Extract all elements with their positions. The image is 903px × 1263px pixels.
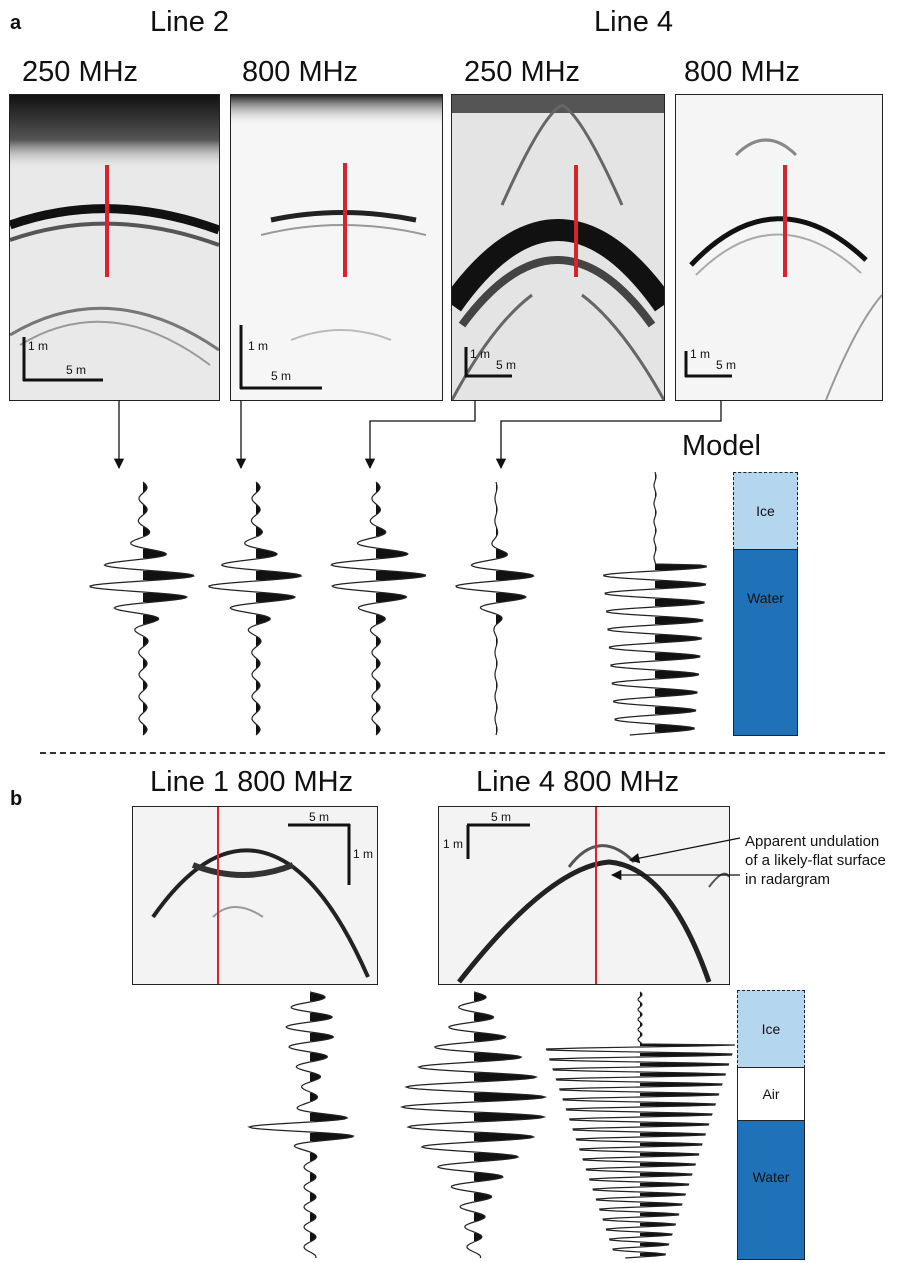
radargram-line4-800mhz: 1 m 5 m xyxy=(675,94,883,401)
freq-label-1: 250 MHz xyxy=(22,56,139,88)
radargram-image xyxy=(231,95,442,400)
annotation-arrow-1 xyxy=(628,837,741,864)
scale-vertical-label: 1 m xyxy=(470,347,491,361)
panel-b-letter: b xyxy=(10,788,23,810)
line4-title: Line 4 xyxy=(594,6,674,38)
trace-a1-fill xyxy=(143,483,194,734)
scale-horizontal-label: 5 m xyxy=(309,810,330,824)
model-b-ice-layer: Ice xyxy=(737,990,805,1068)
radargram-line2-250mhz: 1 m 5 m xyxy=(9,94,220,401)
radargram-line4-800mhz-b: 5 m 1 m xyxy=(438,806,730,985)
scale-vertical-label: 1 m xyxy=(353,847,374,861)
trace-a-model xyxy=(603,471,707,736)
model-b-air-label: Air xyxy=(762,1086,780,1102)
connector-arrow-3 xyxy=(364,400,476,470)
trace-a3 xyxy=(330,481,427,736)
trace-b1 xyxy=(247,991,355,1259)
trace-a2-fill xyxy=(256,483,302,734)
radargram-image xyxy=(439,807,729,984)
model-a-ice-label: Ice xyxy=(756,503,775,519)
trace-b3 xyxy=(545,991,735,1259)
trace-a4 xyxy=(455,481,535,736)
freq-label-2: 800 MHz xyxy=(242,56,359,88)
radargram-image xyxy=(676,95,882,400)
model-b-water-layer: Water xyxy=(737,1120,805,1260)
panel-a-letter: a xyxy=(10,12,22,34)
model-title: Model xyxy=(682,430,761,462)
scale-vertical-label: 1 m xyxy=(690,347,711,361)
panel-b-title-left: Line 1 800 MHz xyxy=(150,766,354,798)
model-a-water-layer: Water xyxy=(733,549,798,736)
model-a-ice-layer: Ice xyxy=(733,472,798,550)
trace-b1-fill xyxy=(310,993,354,1241)
scale-vertical-label: 1 m xyxy=(443,837,464,851)
panel-divider xyxy=(40,752,885,754)
scale-horizontal-label: 5 m xyxy=(716,358,737,372)
model-b-ice-label: Ice xyxy=(761,1021,781,1037)
radargram-line2-800mhz: 1 m 5 m xyxy=(230,94,443,401)
radargram-image xyxy=(133,807,377,984)
trace-b2-fill xyxy=(474,993,546,1241)
model-a-water-label: Water xyxy=(747,590,784,606)
model-b-water-label: Water xyxy=(752,1169,790,1185)
freq-label-3: 250 MHz xyxy=(464,56,581,88)
radargram-image xyxy=(10,95,219,400)
scale-vertical-label: 1 m xyxy=(248,339,269,353)
model-b-air-layer: Air xyxy=(737,1067,805,1121)
annotation-line-3: in radargram xyxy=(745,871,831,888)
freq-label-4: 800 MHz xyxy=(684,56,801,88)
connector-arrow-4 xyxy=(495,400,722,470)
annotation-line-2: of a likely-flat surface xyxy=(745,852,886,869)
radargram-line4-250mhz: 1 m 5 m xyxy=(451,94,665,401)
trace-b2 xyxy=(399,991,548,1259)
trace-a1 xyxy=(89,481,195,736)
trace-a4-fill xyxy=(496,484,534,733)
radargram-line1-800mhz: 5 m 1 m xyxy=(132,806,378,985)
scale-vertical-label: 1 m xyxy=(28,339,49,353)
radargram-image xyxy=(452,95,664,400)
scale-horizontal-label: 5 m xyxy=(271,369,292,383)
trace-a2 xyxy=(208,481,303,736)
trace-a3-fill xyxy=(376,483,426,734)
trace-a-model-fill xyxy=(655,473,707,732)
scale-horizontal-label: 5 m xyxy=(496,358,517,372)
scale-horizontal-label: 5 m xyxy=(66,363,87,377)
scale-horizontal-label: 5 m xyxy=(491,810,512,824)
line2-title: Line 2 xyxy=(150,6,230,38)
annotation-line-1: Apparent undulation xyxy=(745,833,880,850)
trace-b3-fill xyxy=(640,993,735,1256)
panel-b-title-right: Line 4 800 MHz xyxy=(476,766,680,798)
